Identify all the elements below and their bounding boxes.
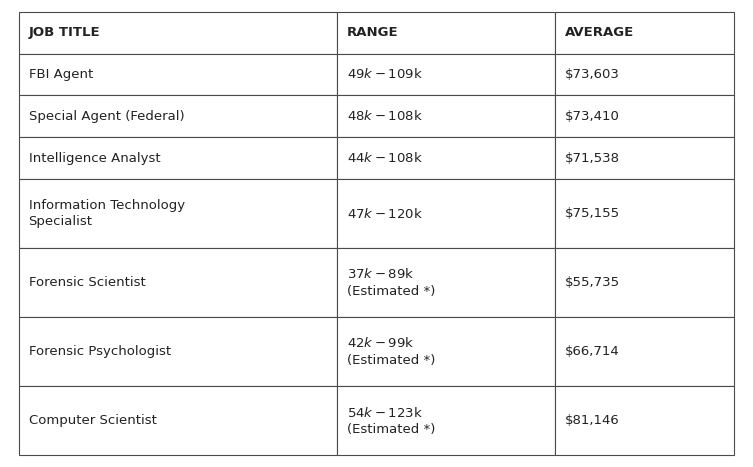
Text: $44k - $108k: $44k - $108k <box>347 151 422 165</box>
Text: $73,410: $73,410 <box>565 110 620 123</box>
Bar <box>337 137 556 179</box>
Text: $47k - $120k: $47k - $120k <box>347 206 422 220</box>
Text: Special Agent (Federal): Special Agent (Federal) <box>29 110 184 123</box>
Bar <box>19 179 337 248</box>
Text: RANGE: RANGE <box>347 26 398 39</box>
Text: $48k - $108k: $48k - $108k <box>347 109 422 123</box>
Text: $71,538: $71,538 <box>565 152 620 165</box>
Bar <box>555 317 734 386</box>
Text: AVERAGE: AVERAGE <box>565 26 634 39</box>
Text: $54k - $123k
(Estimated *): $54k - $123k (Estimated *) <box>347 405 435 436</box>
Bar <box>555 54 734 95</box>
Bar <box>337 95 556 137</box>
Text: Forensic Scientist: Forensic Scientist <box>29 276 145 289</box>
Bar <box>337 179 556 248</box>
Text: $73,603: $73,603 <box>565 68 620 81</box>
Text: $66,714: $66,714 <box>565 345 620 358</box>
Text: FBI Agent: FBI Agent <box>29 68 93 81</box>
Bar <box>337 317 556 386</box>
Text: Information Technology
Specialist: Information Technology Specialist <box>29 199 184 228</box>
Bar <box>555 179 734 248</box>
Text: $55,735: $55,735 <box>565 276 620 289</box>
Bar <box>19 317 337 386</box>
Bar <box>555 248 734 317</box>
Text: $37k - $89k
(Estimated *): $37k - $89k (Estimated *) <box>347 268 435 298</box>
Bar <box>19 386 337 455</box>
Text: $49k - $109k: $49k - $109k <box>347 67 422 81</box>
Bar <box>337 12 556 54</box>
Text: Computer Scientist: Computer Scientist <box>29 414 157 427</box>
Bar <box>555 95 734 137</box>
Bar <box>19 54 337 95</box>
Bar <box>19 95 337 137</box>
Bar <box>555 386 734 455</box>
Text: Intelligence Analyst: Intelligence Analyst <box>29 152 160 165</box>
Bar <box>337 248 556 317</box>
Text: $75,155: $75,155 <box>565 207 620 220</box>
Text: JOB TITLE: JOB TITLE <box>29 26 100 39</box>
Bar <box>555 137 734 179</box>
Bar <box>19 137 337 179</box>
Text: Forensic Psychologist: Forensic Psychologist <box>29 345 171 358</box>
Bar <box>337 386 556 455</box>
Bar <box>555 12 734 54</box>
Bar <box>19 248 337 317</box>
Text: $42k - $99k
(Estimated *): $42k - $99k (Estimated *) <box>347 337 435 367</box>
Bar <box>337 54 556 95</box>
Bar <box>19 12 337 54</box>
Text: $81,146: $81,146 <box>565 414 620 427</box>
